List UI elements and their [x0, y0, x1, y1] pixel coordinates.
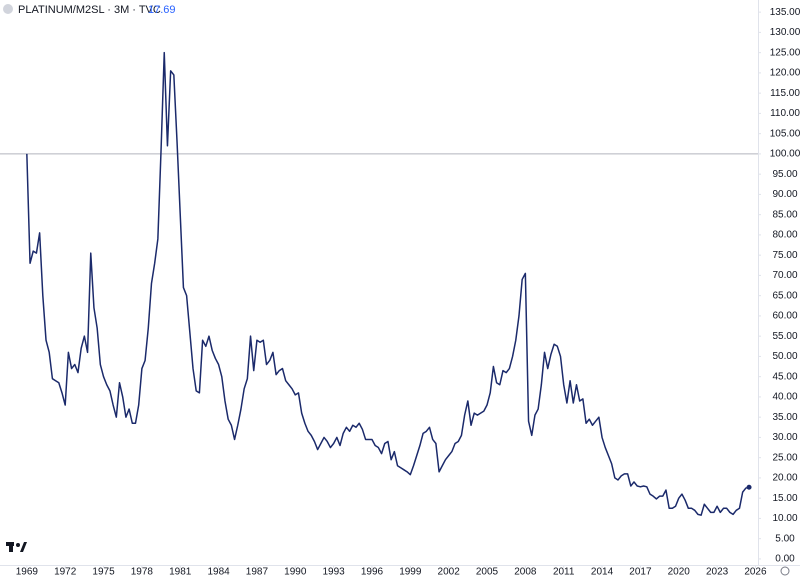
x-tick-label: 2026 — [744, 567, 767, 578]
y-tick-label: 105.00 — [770, 128, 800, 139]
x-tick-label: 2002 — [438, 567, 461, 578]
y-tick-label: 20.00 — [772, 473, 797, 484]
y-tick-label: 75.00 — [772, 250, 797, 261]
x-tick-label: 1987 — [246, 567, 269, 578]
x-tick-label: 1999 — [399, 567, 422, 578]
y-tick-label: 55.00 — [772, 331, 797, 342]
y-tick-label: 70.00 — [772, 270, 797, 281]
y-tick-label: 100.00 — [770, 149, 800, 160]
x-tick-label: 1984 — [207, 567, 230, 578]
x-tick-label: 1975 — [92, 567, 115, 578]
y-tick-label: 50.00 — [772, 351, 797, 362]
x-tick-label: 2011 — [553, 567, 575, 578]
x-tick-label: 2023 — [706, 567, 729, 578]
x-tick-label: 1978 — [131, 567, 154, 578]
y-tick-label: 0.00 — [775, 554, 795, 565]
x-tick-label: 1972 — [54, 567, 77, 578]
last-point — [746, 484, 752, 490]
price-line — [26, 51, 750, 516]
x-tick-label: 1990 — [284, 567, 307, 578]
y-tick-label: 90.00 — [772, 189, 797, 200]
y-tick-label: 135.00 — [770, 7, 800, 18]
y-tick-label: 40.00 — [772, 392, 797, 403]
y-tick-label: 60.00 — [772, 311, 797, 322]
y-tick-label: 65.00 — [772, 290, 797, 301]
y-tick-label: 125.00 — [770, 47, 800, 58]
y-tick-label: 80.00 — [772, 230, 797, 241]
y-tick-label: 25.00 — [772, 452, 797, 463]
symbol-icon — [3, 4, 13, 14]
tradingview-logo — [6, 542, 27, 552]
y-tick-label: 85.00 — [772, 209, 797, 220]
y-tick-label: 95.00 — [772, 169, 797, 180]
x-tick-label: 2014 — [591, 567, 614, 578]
y-tick-label: 110.00 — [770, 108, 800, 119]
y-tick-label: 115.00 — [770, 88, 800, 99]
x-tick-label: 2020 — [668, 567, 691, 578]
y-tick-label: 5.00 — [775, 533, 795, 544]
x-tick-label: 2005 — [476, 567, 499, 578]
settings-icon[interactable] — [780, 566, 790, 576]
x-tick-label: 2008 — [514, 567, 537, 578]
last-value: 17.69 — [148, 4, 176, 16]
y-tick-label: 10.00 — [772, 513, 797, 524]
y-tick-label: 120.00 — [770, 68, 800, 79]
x-tick-label: 1981 — [169, 567, 192, 578]
x-tick-label: 2017 — [629, 567, 652, 578]
y-tick-label: 30.00 — [772, 432, 797, 443]
x-tick-label: 1996 — [361, 567, 384, 578]
y-tick-label: 45.00 — [772, 371, 797, 382]
x-tick-label: 1969 — [16, 567, 39, 578]
x-tick-label: 1993 — [322, 567, 345, 578]
y-tick-label: 15.00 — [772, 493, 797, 504]
y-tick-label: 130.00 — [770, 27, 800, 38]
y-tick-label: 35.00 — [772, 412, 797, 423]
chart-title: PLATINUM/M2SL · 3M · TVC — [18, 4, 161, 16]
